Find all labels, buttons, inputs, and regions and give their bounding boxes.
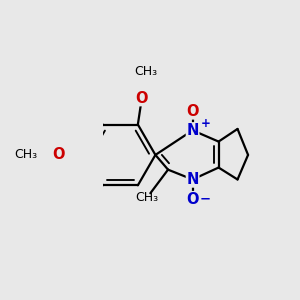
- Text: N: N: [186, 172, 199, 187]
- Text: CH₃: CH₃: [15, 148, 38, 161]
- Text: CH₃: CH₃: [135, 191, 158, 204]
- Text: N: N: [186, 123, 199, 138]
- Text: O: O: [186, 104, 199, 119]
- Text: O: O: [136, 91, 148, 106]
- Text: −: −: [200, 193, 211, 206]
- Text: O: O: [186, 192, 199, 207]
- Text: CH₃: CH₃: [134, 65, 157, 78]
- Text: O: O: [52, 147, 65, 162]
- Text: +: +: [200, 117, 210, 130]
